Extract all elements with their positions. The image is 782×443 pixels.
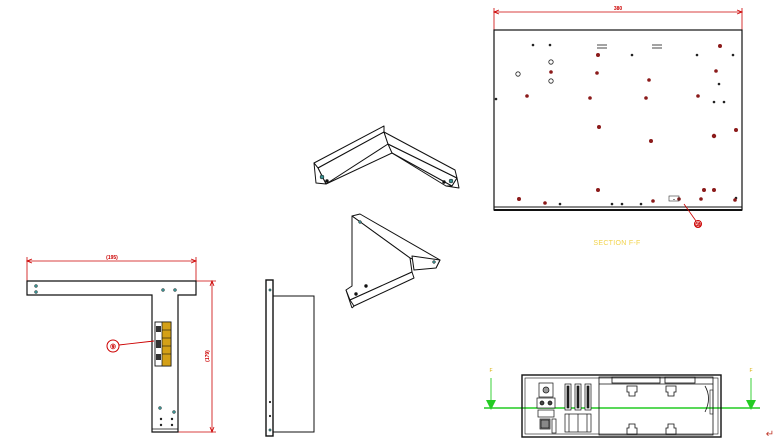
t-bracket-height-label: (179) <box>205 350 211 362</box>
bracket-isometric-bottom <box>345 213 441 309</box>
section-letter-left: F <box>489 368 492 374</box>
t-bracket-balloon <box>106 339 120 353</box>
section-letter-right: F <box>749 368 752 374</box>
side-view <box>265 279 315 437</box>
section-title: SECTION F-F <box>593 240 640 247</box>
t-bracket-outline <box>26 280 197 433</box>
t-bracket-balloon-label: ⑨ <box>110 343 116 351</box>
t-bracket-width-label: (195) <box>106 255 118 261</box>
t-bracket-width-dimension <box>25 257 198 281</box>
paragraph-mark: ↵ <box>766 429 774 440</box>
plate-balloon-label: ⑩ <box>695 221 701 229</box>
t-bracket-connector <box>154 321 172 367</box>
plate-balloon <box>694 220 702 228</box>
svg-text:▪▪: ▪▪ <box>673 198 675 202</box>
bracket-isometric-top <box>313 125 460 189</box>
plate-width-label: 380 <box>614 6 623 12</box>
t-bracket-height-dimension <box>178 279 216 434</box>
main-plate-view: 380 <box>492 6 744 247</box>
section-cut-line <box>484 378 760 410</box>
plate-small-holes <box>494 43 738 206</box>
t-bracket-view: (195) (179) <box>25 255 216 434</box>
plate-width-dimension <box>492 8 744 30</box>
section-view: F F <box>484 368 760 438</box>
plate-open-holes <box>515 59 554 84</box>
